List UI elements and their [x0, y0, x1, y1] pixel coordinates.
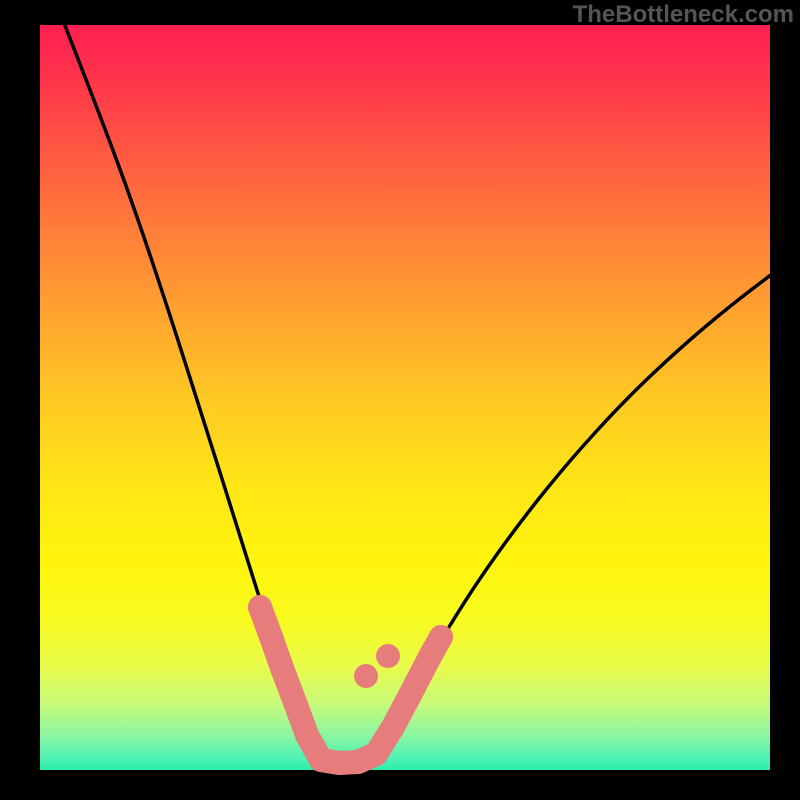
marker-dot [376, 644, 400, 668]
marker-dot [270, 656, 294, 680]
attribution-text: TheBottleneck.com [573, 1, 794, 28]
marker-dot [354, 664, 378, 688]
marker-dot [248, 595, 272, 619]
marker-dot [259, 625, 283, 649]
marker-dot [284, 693, 308, 717]
marker-dot [381, 715, 405, 739]
bottleneck-chart: TheBottleneck.com [0, 0, 800, 800]
plot-area [40, 25, 770, 770]
marker-dot [364, 742, 388, 766]
marker-dot [429, 625, 453, 649]
marker-dot [295, 723, 319, 747]
marker-dot [397, 685, 421, 709]
